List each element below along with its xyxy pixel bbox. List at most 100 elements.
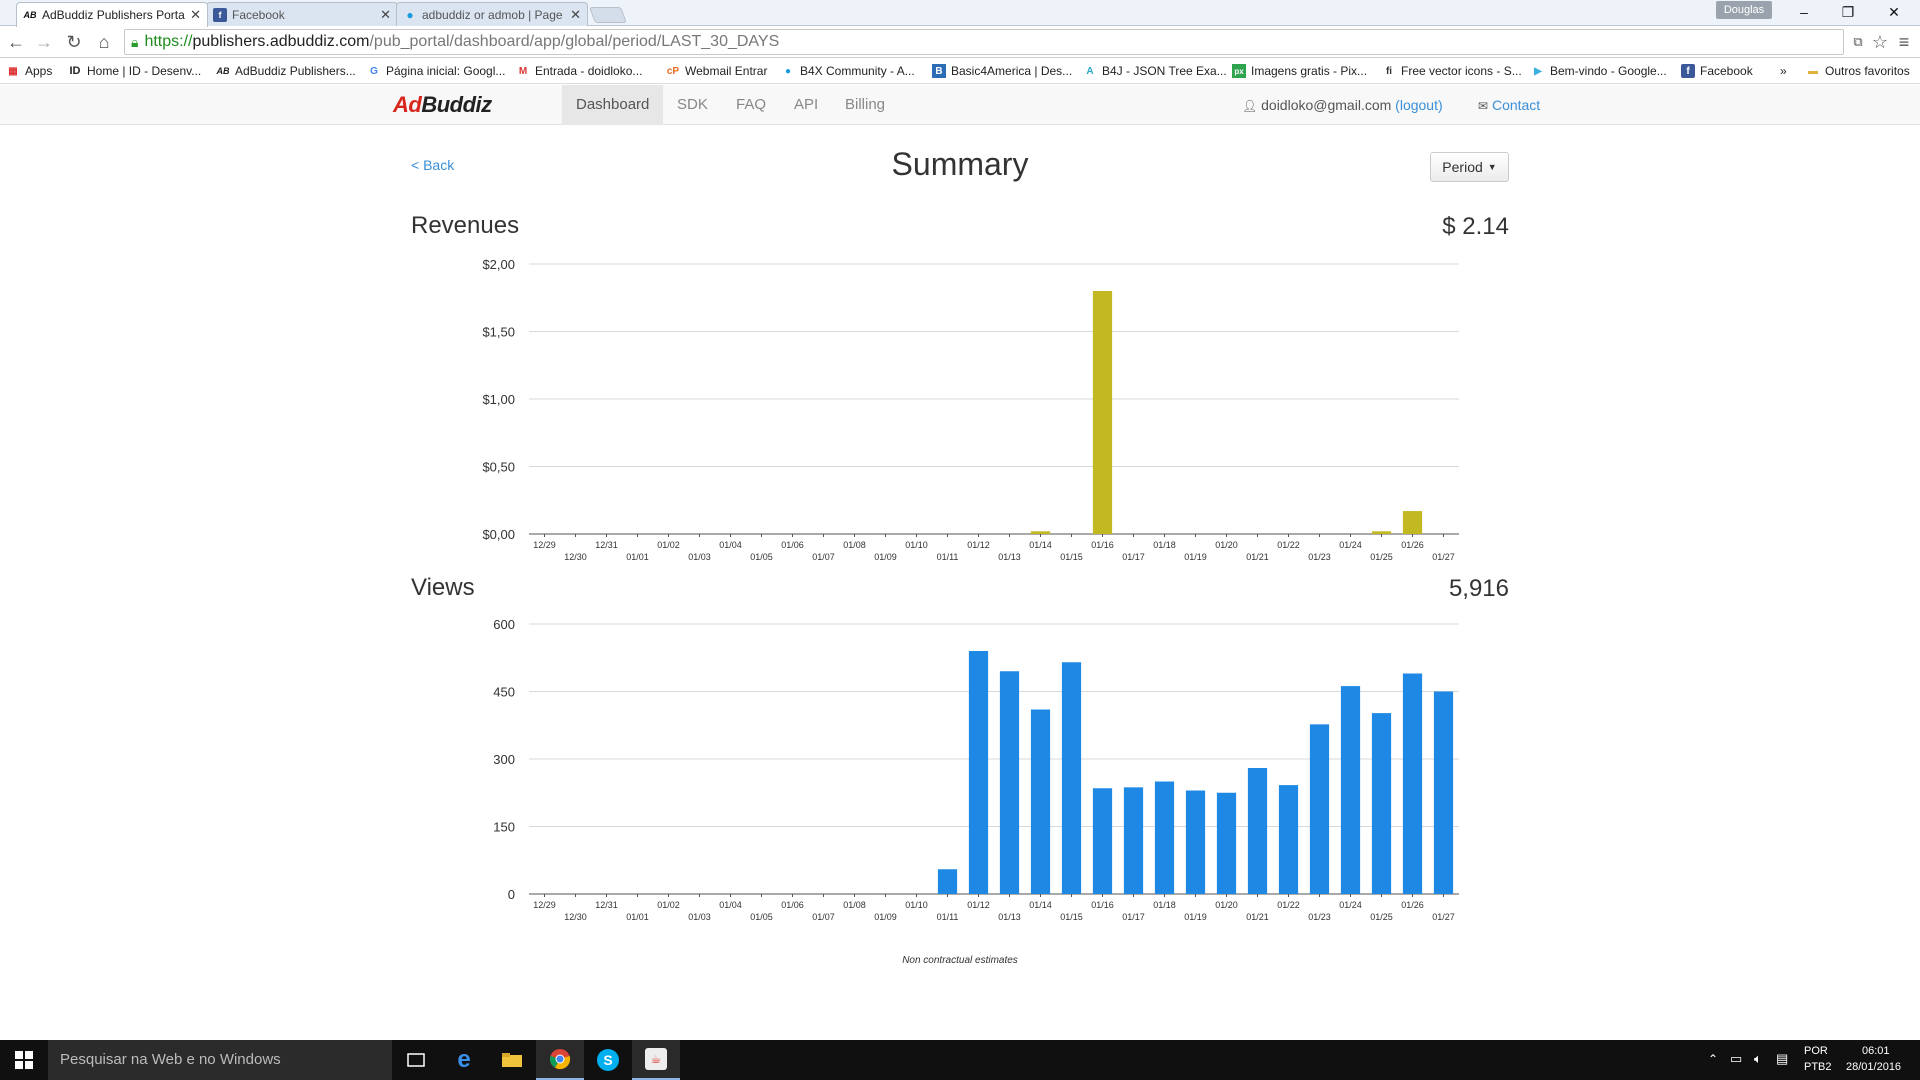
- views-bar: [937, 869, 958, 894]
- language-label[interactable]: POR: [1804, 1045, 1828, 1057]
- edge-icon[interactable]: e: [457, 1046, 471, 1073]
- task-view-icon[interactable]: [392, 1040, 440, 1080]
- home-icon[interactable]: ⌂: [98, 31, 110, 52]
- nav-faq[interactable]: FAQ: [736, 96, 767, 113]
- tab-title: AdBuddiz Publishers Porta: [42, 8, 185, 22]
- logo-text-red: Ad: [393, 92, 422, 117]
- chrome-icon[interactable]: [536, 1040, 584, 1080]
- revenues-y-tick-label: $0,00: [482, 527, 515, 542]
- user-info: 👤︎ doidloko@gmail.com (logout): [1242, 85, 1443, 125]
- views-x-tick-label: 01/19: [1184, 912, 1207, 922]
- back-link[interactable]: < Back: [411, 157, 455, 173]
- translate-icon[interactable]: ⧉: [1853, 34, 1863, 49]
- bookmark-item[interactable]: px Imagens gratis - Pix...: [1232, 62, 1367, 80]
- minimize-icon[interactable]: –: [1800, 4, 1808, 20]
- bookmark-item[interactable]: f Facebook: [1681, 62, 1753, 80]
- tab-adbuddiz[interactable]: AB AdBuddiz Publishers Porta ✕: [16, 2, 208, 27]
- facebook-icon: f: [213, 7, 227, 22]
- views-x-tick-label: 01/20: [1215, 900, 1238, 910]
- period-label: Period: [1442, 159, 1483, 175]
- revenues-x-tick-label: 01/10: [905, 540, 928, 550]
- bookmark-item[interactable]: ● B4X Community - A...: [781, 62, 915, 80]
- bookmark-item[interactable]: cP Webmail Entrar: [666, 62, 768, 80]
- address-bar: ← → ↻ ⌂ 🔒︎ https:// publishers.adbuddiz.…: [0, 26, 1920, 58]
- forward-arrow-icon[interactable]: →: [35, 31, 53, 52]
- bookmark-item[interactable]: ▶ Bem-vindo - Google...: [1531, 62, 1667, 80]
- revenues-x-tick-label: 01/17: [1122, 552, 1145, 562]
- views-bar: [1092, 788, 1113, 894]
- other-bookmarks[interactable]: ▬ Outros favoritos: [1806, 62, 1910, 80]
- views-y-tick-label: 0: [508, 887, 515, 902]
- views-y-tick-label: 150: [493, 820, 515, 835]
- footnote: Non contractual estimates: [902, 955, 1018, 966]
- profile-button[interactable]: Douglas: [1716, 1, 1772, 19]
- b4a-icon: B: [932, 64, 946, 78]
- bookmark-item[interactable]: fi Free vector icons - S...: [1382, 62, 1522, 80]
- windows-start-icon[interactable]: [0, 1040, 48, 1080]
- file-explorer-icon[interactable]: [488, 1040, 536, 1080]
- contact-link[interactable]: Contact: [1491, 97, 1541, 113]
- clock-date[interactable]: 28/01/2016: [1846, 1061, 1902, 1073]
- close-icon[interactable]: ✕: [380, 6, 391, 22]
- bookmark-label: Imagens gratis - Pix...: [1251, 64, 1368, 78]
- close-icon[interactable]: ✕: [570, 6, 581, 22]
- reload-icon[interactable]: ↻: [66, 31, 82, 52]
- nav-sdk[interactable]: SDK: [677, 96, 708, 113]
- url-input[interactable]: 🔒︎ https:// publishers.adbuddiz.com /pub…: [124, 29, 1844, 55]
- views-bar: [1030, 709, 1051, 894]
- views-bar: [1309, 724, 1330, 894]
- bookmark-item[interactable]: AB AdBuddiz Publishers...: [216, 62, 356, 80]
- revenues-x-tick-label: 01/23: [1308, 552, 1331, 562]
- new-tab-button[interactable]: [589, 7, 627, 23]
- bookmark-apps[interactable]: ▦ Apps: [6, 62, 52, 80]
- menu-icon[interactable]: ≡: [1898, 31, 1910, 52]
- java-icon[interactable]: ☕︎: [632, 1040, 680, 1080]
- close-window-icon[interactable]: ✕: [1888, 3, 1900, 20]
- chevron-up-icon[interactable]: ⌃: [1708, 1052, 1719, 1066]
- lock-icon: 🔒︎: [131, 33, 139, 50]
- views-x-tick-label: 01/27: [1432, 912, 1455, 922]
- tab-search[interactable]: ● adbuddiz or admob | Page ✕: [396, 2, 588, 26]
- views-bar: [1216, 792, 1237, 894]
- droplet-icon: ●: [406, 7, 414, 22]
- nav-dashboard[interactable]: Dashboard: [562, 85, 663, 125]
- restore-icon[interactable]: ❐: [1841, 3, 1855, 20]
- bookmark-label: Basic4America | Des...: [951, 64, 1073, 78]
- network-icon[interactable]: ▭: [1730, 1051, 1743, 1066]
- revenues-bar: [1030, 531, 1051, 534]
- taskbar-search-input[interactable]: Pesquisar na Web e no Windows: [48, 1040, 392, 1080]
- volume-icon[interactable]: 🔈︎: [1754, 1051, 1762, 1066]
- url-host: publishers.adbuddiz.com: [192, 33, 370, 50]
- clock-time[interactable]: 06:01: [1862, 1045, 1890, 1057]
- bookmarks-more-button[interactable]: »: [1780, 64, 1787, 78]
- bookmark-item[interactable]: ID Home | ID - Desenv...: [68, 62, 202, 80]
- page-title: Summary: [891, 146, 1029, 182]
- revenues-x-tick-label: 01/03: [688, 552, 711, 562]
- revenues-x-tick-label: 01/05: [750, 552, 773, 562]
- adbuddiz-logo[interactable]: AdBuddiz: [393, 92, 492, 118]
- revenues-x-tick-label: 12/30: [564, 552, 587, 562]
- skype-icon[interactable]: S: [584, 1040, 632, 1080]
- bookmark-item[interactable]: B Basic4America | Des...: [932, 62, 1072, 80]
- logout-link[interactable]: (logout): [1395, 97, 1443, 113]
- notifications-icon[interactable]: ▤: [1776, 1051, 1789, 1066]
- nav-api[interactable]: API: [794, 96, 819, 113]
- bookmark-item[interactable]: M Entrada - doidloko...: [516, 62, 643, 80]
- contact[interactable]: ✉ Contact: [1478, 85, 1540, 125]
- tab-facebook[interactable]: f Facebook ✕: [206, 2, 398, 26]
- bookmark-label: Home | ID - Desenv...: [87, 64, 202, 78]
- period-dropdown[interactable]: Period ▼: [1430, 152, 1509, 182]
- bookmark-item[interactable]: G Página inicial: Googl...: [367, 62, 505, 80]
- star-icon[interactable]: ☆: [1871, 31, 1889, 52]
- back-arrow-icon[interactable]: ←: [7, 31, 25, 52]
- revenues-x-tick-label: 01/12: [967, 540, 990, 550]
- views-x-tick-label: 12/29: [533, 900, 556, 910]
- revenues-x-tick-label: 01/15: [1060, 552, 1083, 562]
- close-icon[interactable]: ✕: [190, 7, 201, 22]
- keyboard-label[interactable]: PTB2: [1804, 1061, 1832, 1073]
- id-icon: ID: [69, 65, 81, 77]
- views-x-tick-label: 01/13: [998, 912, 1021, 922]
- revenues-x-tick-label: 01/19: [1184, 552, 1207, 562]
- bookmark-item[interactable]: A B4J - JSON Tree Exa...: [1083, 62, 1226, 80]
- nav-billing[interactable]: Billing: [845, 96, 886, 113]
